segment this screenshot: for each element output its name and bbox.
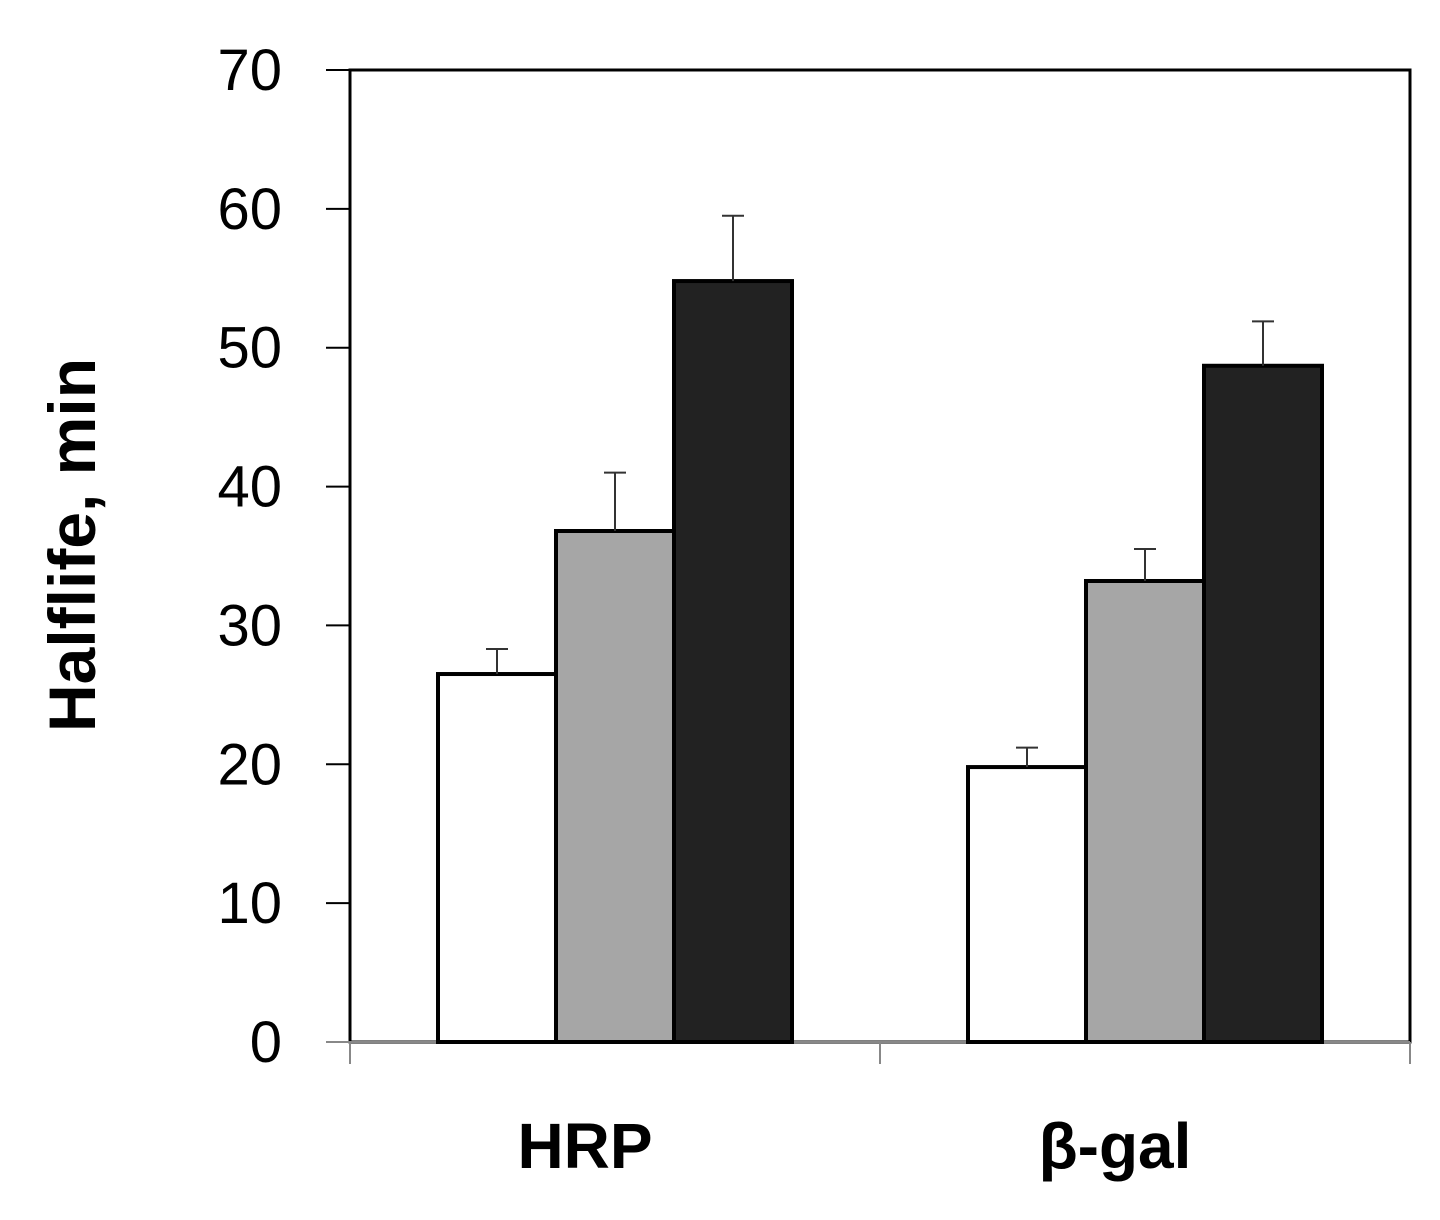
y-tick-label: 10	[217, 871, 282, 936]
bars-group	[436, 279, 1324, 1045]
y-axis: 0 10 20 30 40 50 60 70	[217, 38, 350, 1075]
error-bars-group	[486, 214, 1274, 768]
y-tick-label: 50	[217, 316, 282, 381]
y-tick-label: 0	[250, 1010, 282, 1075]
y-tick-label: 20	[217, 732, 282, 797]
bar	[966, 765, 1088, 1044]
bar	[554, 529, 676, 1045]
x-category-label: β-gal	[1039, 1110, 1192, 1182]
x-category-label: HRP	[517, 1110, 652, 1182]
y-tick-label: 60	[217, 177, 282, 242]
y-tick-label: 40	[217, 455, 282, 520]
bar	[1084, 578, 1206, 1044]
y-tick-label: 30	[217, 593, 282, 658]
bar	[436, 672, 558, 1044]
y-tick-label: 70	[217, 38, 282, 103]
bar	[672, 279, 794, 1044]
category-labels: HRP β-gal	[517, 1110, 1191, 1182]
y-axis-title: Halflife, min	[35, 358, 109, 732]
x-axis	[326, 1041, 1411, 1064]
bar	[1202, 363, 1324, 1045]
